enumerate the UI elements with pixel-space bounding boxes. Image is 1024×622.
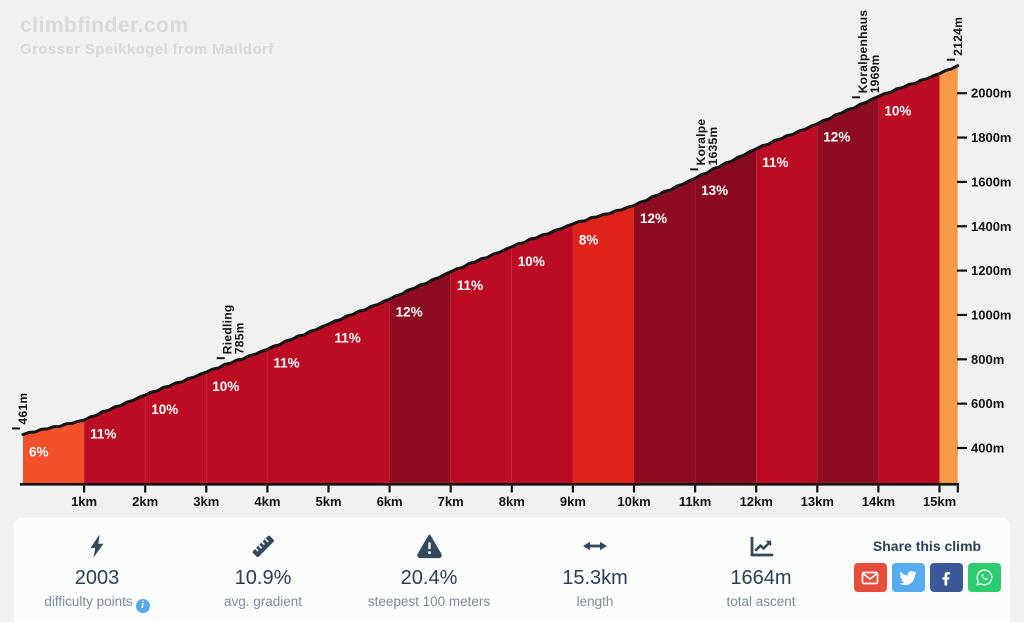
svg-text:11%: 11% bbox=[90, 426, 116, 441]
stat-steepest: 20.4% steepest 100 meters bbox=[346, 518, 512, 609]
info-icon[interactable]: i bbox=[135, 598, 150, 613]
stat-total-ascent: 1664m total ascent bbox=[678, 518, 844, 609]
svg-text:8km: 8km bbox=[499, 494, 525, 509]
svg-text:10%: 10% bbox=[884, 104, 911, 119]
svg-text:9km: 9km bbox=[560, 494, 586, 509]
svg-text:8%: 8% bbox=[579, 233, 599, 248]
difficulty-points-label-text: difficulty points bbox=[44, 594, 133, 609]
svg-text:11%: 11% bbox=[457, 278, 483, 293]
difficulty-points-value: 2003 bbox=[74, 567, 120, 589]
svg-text:800m: 800m bbox=[971, 352, 1004, 367]
svg-text:1800m: 1800m bbox=[971, 130, 1011, 145]
svg-text:Koralpe1635m: Koralpe1635m bbox=[694, 119, 720, 166]
svg-text:6%: 6% bbox=[29, 444, 49, 459]
svg-text:15km: 15km bbox=[923, 494, 956, 509]
steepest-value: 20.4% bbox=[400, 567, 458, 589]
share-title: Share this climb bbox=[872, 538, 982, 554]
svg-text:2124m: 2124m bbox=[951, 17, 965, 56]
svg-text:600m: 600m bbox=[971, 396, 1004, 411]
svg-text:14km: 14km bbox=[862, 494, 895, 509]
twitter-icon bbox=[899, 570, 917, 585]
avg-gradient-value: 10.9% bbox=[234, 567, 292, 589]
svg-text:13%: 13% bbox=[701, 183, 728, 198]
share-twitter-button[interactable] bbox=[891, 563, 925, 592]
svg-text:10%: 10% bbox=[212, 379, 239, 394]
ruler-icon bbox=[180, 532, 346, 560]
line-chart-icon bbox=[678, 532, 844, 560]
stat-difficulty-points: 2003 difficulty points i bbox=[14, 518, 180, 613]
share-email-button[interactable] bbox=[853, 563, 887, 592]
stats-card: 2003 difficulty points i 10.9% avg. gradi… bbox=[14, 518, 1010, 622]
svg-text:461m: 461m bbox=[16, 393, 30, 425]
length-value: 15.3km bbox=[562, 567, 628, 589]
svg-text:7km: 7km bbox=[438, 494, 464, 509]
share-buttons bbox=[844, 563, 1010, 592]
svg-text:1200m: 1200m bbox=[971, 263, 1011, 278]
facebook-icon bbox=[942, 571, 951, 585]
warning-icon bbox=[346, 532, 512, 560]
share-facebook-button[interactable] bbox=[929, 563, 963, 592]
svg-text:4km: 4km bbox=[254, 494, 280, 509]
svg-text:11%: 11% bbox=[273, 356, 299, 371]
svg-text:10%: 10% bbox=[151, 402, 178, 417]
total-ascent-value: 1664m bbox=[730, 567, 792, 589]
svg-text:12%: 12% bbox=[396, 305, 423, 320]
share-section: Share this climb bbox=[844, 518, 1010, 592]
svg-text:6km: 6km bbox=[377, 494, 403, 509]
svg-text:10%: 10% bbox=[518, 254, 545, 269]
svg-text:12km: 12km bbox=[740, 494, 773, 509]
svg-text:11%: 11% bbox=[762, 155, 788, 170]
svg-text:12%: 12% bbox=[640, 211, 667, 226]
elevation-profile-chart: 1km 2km 3km 4km 5km 6km 7km 8km 9km 10km 11km 12km 1… bbox=[12, 10, 1011, 509]
total-ascent-label: total ascent bbox=[726, 594, 796, 609]
svg-text:12%: 12% bbox=[823, 129, 850, 144]
svg-text:11km: 11km bbox=[679, 494, 712, 509]
lightning-icon bbox=[14, 532, 180, 560]
svg-text:2000m: 2000m bbox=[971, 86, 1011, 101]
svg-text:2km: 2km bbox=[132, 494, 158, 509]
svg-text:1000m: 1000m bbox=[971, 307, 1011, 322]
avg-gradient-label: avg. gradient bbox=[223, 594, 303, 609]
svg-text:Riedling785m: Riedling785m bbox=[221, 304, 247, 354]
svg-text:10km: 10km bbox=[617, 494, 650, 509]
svg-text:11%: 11% bbox=[335, 330, 361, 345]
envelope-icon bbox=[861, 571, 879, 584]
svg-text:5km: 5km bbox=[315, 494, 341, 509]
svg-text:1600m: 1600m bbox=[971, 174, 1011, 189]
stat-avg-gradient: 10.9% avg. gradient bbox=[180, 518, 346, 609]
svg-text:400m: 400m bbox=[971, 441, 1004, 456]
whatsapp-icon bbox=[976, 569, 992, 586]
stat-length: 15.3km length bbox=[512, 518, 678, 609]
length-label: length bbox=[576, 594, 614, 609]
arrows-horizontal-icon bbox=[512, 532, 678, 560]
difficulty-points-label: difficulty points i bbox=[14, 594, 180, 613]
svg-text:1km: 1km bbox=[71, 494, 97, 509]
steepest-label: steepest 100 meters bbox=[367, 594, 491, 609]
svg-text:13km: 13km bbox=[801, 494, 834, 509]
share-whatsapp-button[interactable] bbox=[967, 563, 1001, 592]
svg-text:Koralpenhaus1969m: Koralpenhaus1969m bbox=[856, 10, 882, 94]
svg-text:1400m: 1400m bbox=[971, 219, 1011, 234]
svg-text:3km: 3km bbox=[193, 494, 219, 509]
